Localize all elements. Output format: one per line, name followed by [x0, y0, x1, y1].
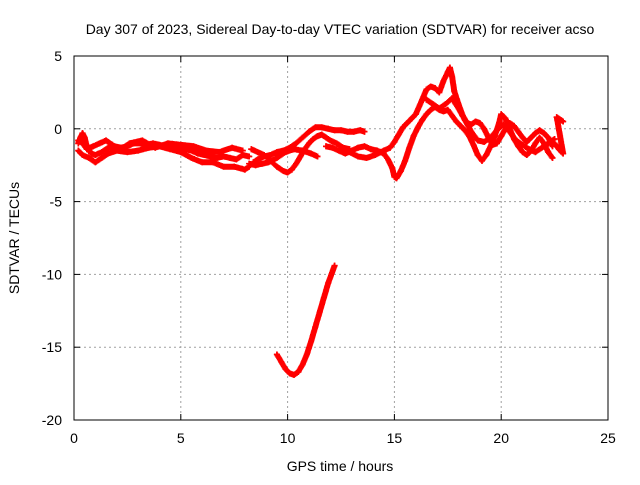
- y-tick-label: -20: [42, 412, 62, 428]
- y-tick-label: -15: [42, 339, 62, 355]
- data-point-trail: [273, 262, 338, 378]
- y-tick-label: 0: [54, 121, 62, 137]
- x-tick-label: 0: [70, 430, 78, 446]
- x-tick-label: 25: [600, 430, 616, 446]
- x-tick-label: 15: [387, 430, 403, 446]
- x-tick-label: 20: [493, 430, 509, 446]
- data-point-trail: [551, 114, 567, 157]
- series-track-c: [75, 137, 246, 156]
- y-tick-label: 5: [54, 48, 62, 64]
- y-axis-label: SDTVAR / TECUs: [6, 182, 22, 294]
- series-track-k: [551, 114, 567, 157]
- points-layer: [75, 64, 567, 378]
- data-point-trail: [423, 95, 558, 156]
- series-track-e: [250, 124, 368, 166]
- grid-layer: [74, 56, 608, 420]
- x-axis-label: GPS time / hours: [287, 458, 394, 474]
- y-tick-label: -5: [50, 194, 63, 210]
- y-tick-label: -10: [42, 266, 62, 282]
- chart-title: Day 307 of 2023, Sidereal Day-to-day VTE…: [86, 21, 595, 37]
- ticks-layer: 0 5 10 15 20 25 -20 -15 -10 -5 0 5: [42, 48, 616, 446]
- series-track-g: [273, 262, 338, 378]
- data-point-trail: [75, 137, 246, 156]
- x-tick-label: 5: [177, 430, 185, 446]
- series-track-j: [423, 95, 558, 156]
- x-tick-label: 10: [280, 430, 296, 446]
- series-track-f: [246, 146, 321, 169]
- plot-frame: [73, 55, 609, 421]
- series-track-b: [75, 143, 253, 173]
- series-track-i: [346, 64, 556, 161]
- data-point-trail: [246, 146, 321, 169]
